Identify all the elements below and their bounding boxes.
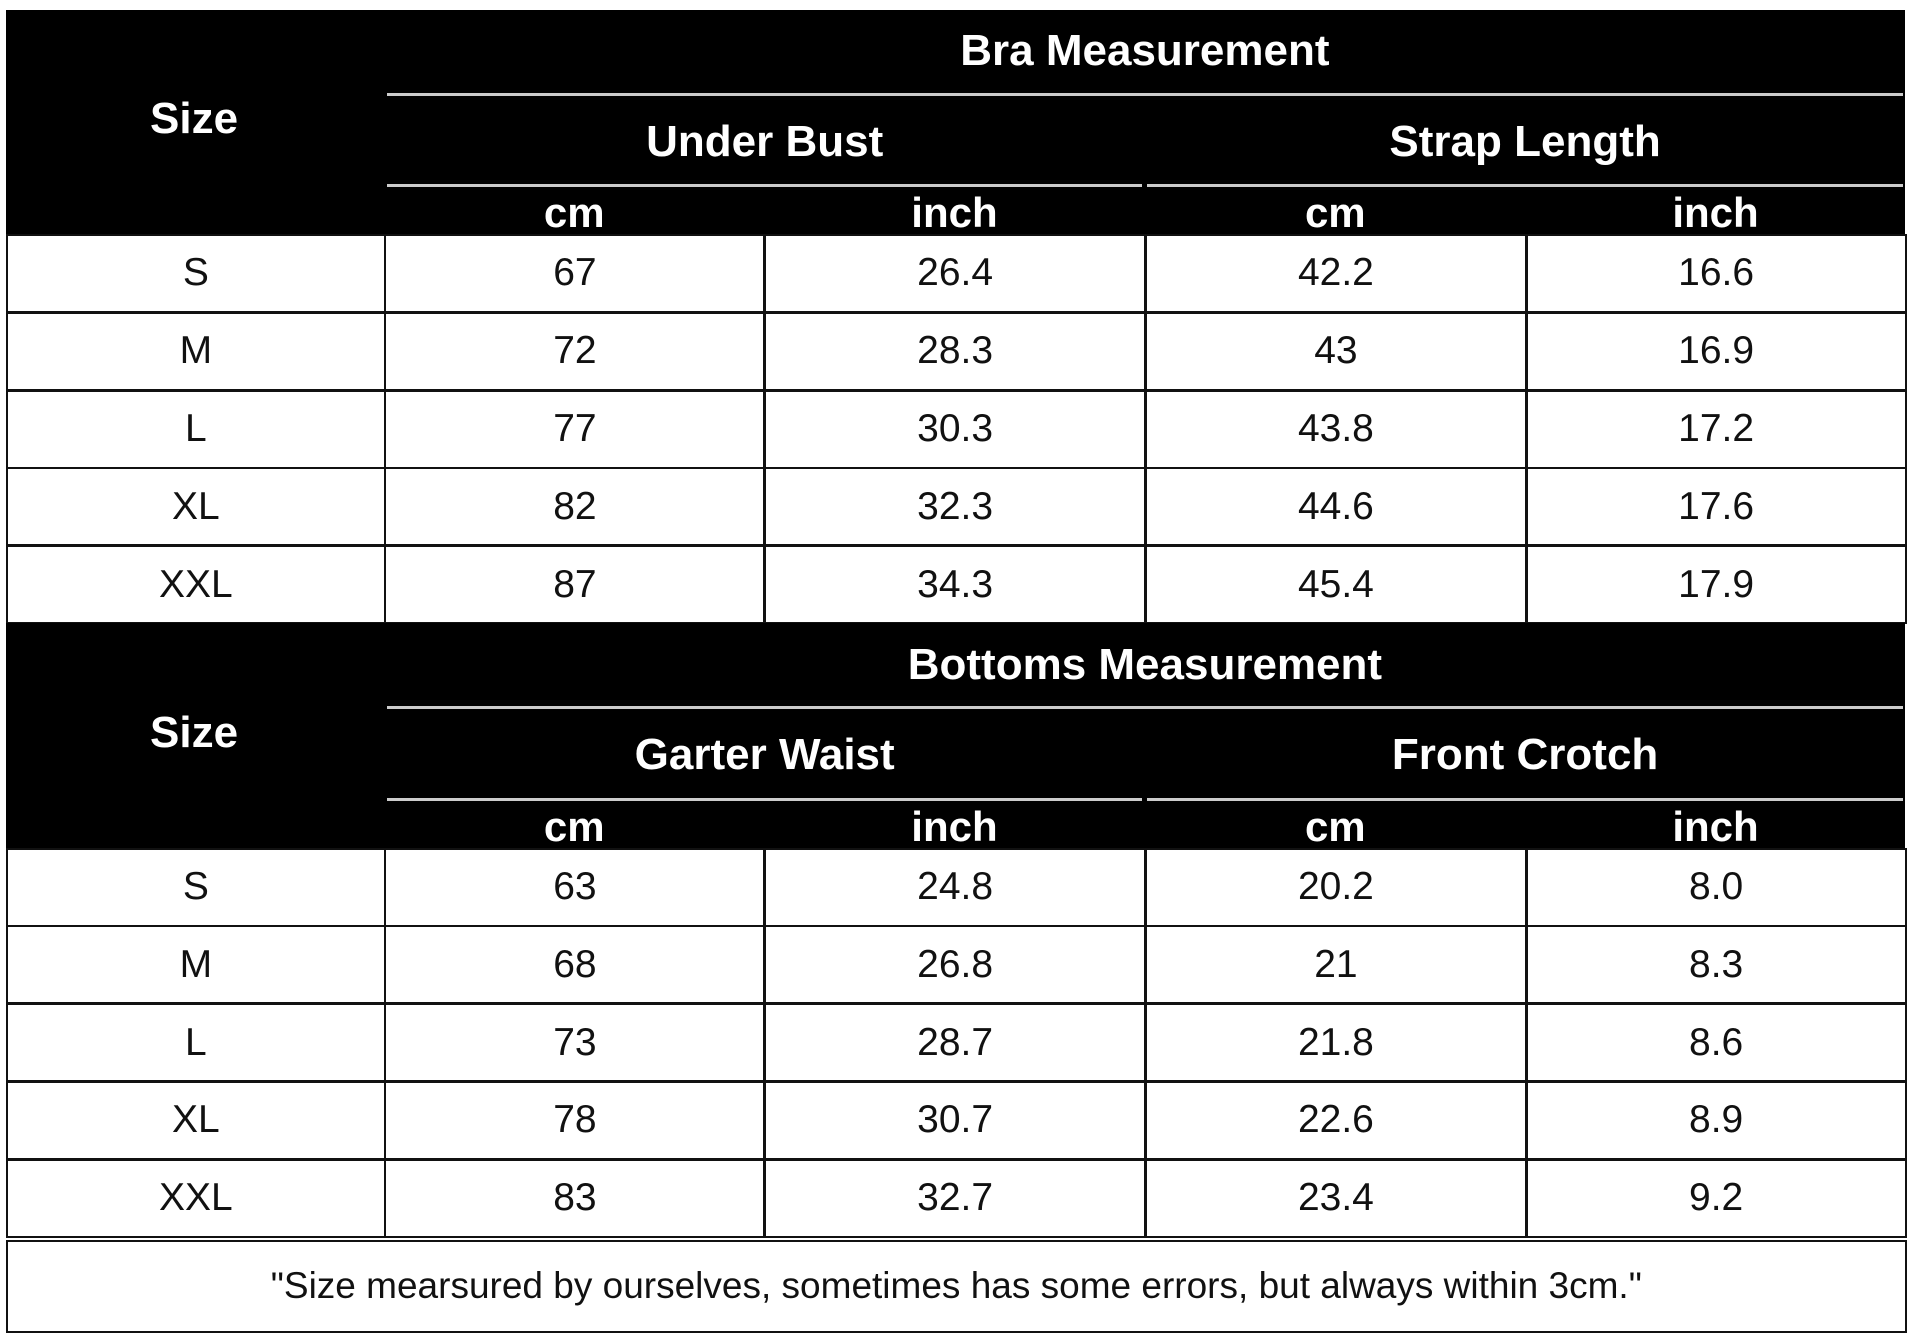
value-cell: 34.3: [764, 545, 1147, 625]
section-title: Bottoms Measurement: [386, 623, 1903, 710]
value-cell: 8.6: [1525, 1003, 1907, 1083]
group-header: Front Crotch: [1147, 712, 1903, 802]
value-cell: 20.2: [1144, 847, 1527, 927]
value-cell: 45.4: [1144, 545, 1527, 625]
value-cell: 26.4: [764, 233, 1147, 313]
value-cell: 77: [384, 389, 766, 469]
size-cell: M: [6, 311, 386, 391]
value-cell: 67: [384, 233, 766, 313]
value-cell: 8.3: [1525, 925, 1907, 1005]
value-cell: 68: [384, 925, 766, 1005]
value-cell: 28.3: [764, 311, 1147, 391]
size-header: Size: [6, 9, 383, 230]
value-cell: 16.9: [1525, 311, 1907, 391]
size-cell: S: [6, 233, 386, 313]
value-cell: 73: [384, 1003, 766, 1083]
value-cell: 9.2: [1525, 1158, 1907, 1238]
unit-header: cm: [1147, 803, 1524, 848]
size-cell: L: [6, 1003, 386, 1083]
value-cell: 32.7: [764, 1158, 1147, 1238]
group-header: Strap Length: [1147, 99, 1903, 188]
value-cell: 21: [1144, 925, 1527, 1005]
value-cell: 78: [384, 1080, 766, 1160]
value-cell: 72: [384, 311, 766, 391]
value-cell: 44.6: [1144, 467, 1527, 547]
size-cell: S: [6, 847, 386, 927]
value-cell: 43.8: [1144, 389, 1527, 469]
value-cell: 83: [384, 1158, 766, 1238]
value-cell: 8.9: [1525, 1080, 1907, 1160]
value-cell: 21.8: [1144, 1003, 1527, 1083]
value-cell: 24.8: [764, 847, 1147, 927]
group-header: Under Bust: [386, 99, 1143, 188]
value-cell: 17.9: [1525, 545, 1907, 625]
footnote: "Size mearsured by ourselves, sometimes …: [6, 1239, 1907, 1333]
value-cell: 63: [384, 847, 766, 927]
value-cell: 30.3: [764, 389, 1147, 469]
size-cell: XXL: [6, 1158, 386, 1238]
size-cell: M: [6, 925, 386, 1005]
value-cell: 30.7: [764, 1080, 1147, 1160]
value-cell: 17.2: [1525, 389, 1907, 469]
size-header: Size: [6, 623, 383, 843]
unit-header: cm: [1147, 189, 1524, 234]
unit-header: cm: [386, 803, 762, 848]
value-cell: 16.6: [1525, 233, 1907, 313]
value-cell: 42.2: [1144, 233, 1527, 313]
size-cell: XXL: [6, 545, 386, 625]
unit-header: inch: [766, 803, 1143, 848]
value-cell: 26.8: [764, 925, 1147, 1005]
value-cell: 32.3: [764, 467, 1147, 547]
value-cell: 43: [1144, 311, 1527, 391]
value-cell: 23.4: [1144, 1158, 1527, 1238]
value-cell: 28.7: [764, 1003, 1147, 1083]
unit-header: inch: [1528, 189, 1903, 234]
unit-header: inch: [1528, 803, 1903, 848]
value-cell: 87: [384, 545, 766, 625]
section-title: Bra Measurement: [386, 9, 1903, 96]
unit-header: cm: [386, 189, 762, 234]
size-cell: L: [6, 389, 386, 469]
value-cell: 8.0: [1525, 847, 1907, 927]
value-cell: 22.6: [1144, 1080, 1527, 1160]
size-cell: XL: [6, 467, 386, 547]
size-cell: XL: [6, 1080, 386, 1160]
unit-header: inch: [766, 189, 1143, 234]
value-cell: 17.6: [1525, 467, 1907, 547]
value-cell: 82: [384, 467, 766, 547]
group-header: Garter Waist: [386, 712, 1143, 802]
